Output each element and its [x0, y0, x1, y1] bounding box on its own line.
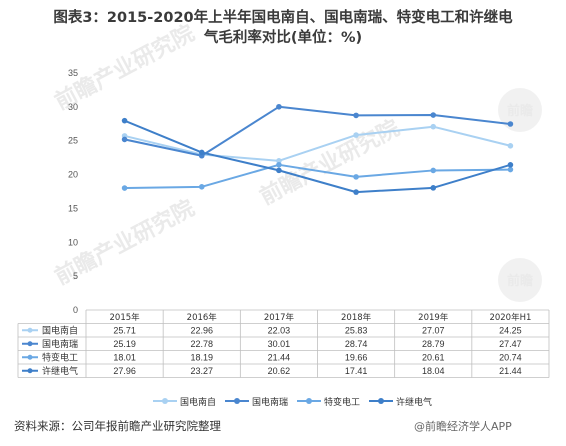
data-point [276, 158, 282, 164]
table-cell-value: 20.61 [422, 353, 445, 363]
table-row-label: 国电南自 [42, 325, 78, 337]
y-tick-label: 25 [68, 136, 78, 146]
y-tick-label: 10 [68, 237, 78, 247]
brand-note: @前瞻经济学人APP [414, 420, 512, 433]
table-cell-value: 27.96 [113, 366, 136, 376]
data-point [430, 112, 437, 118]
legend-label: 许继电气 [396, 397, 433, 408]
table-cell-value: 25.19 [113, 339, 136, 349]
x-category-label: 2020年H1 [489, 312, 531, 323]
data-table-grid [17, 309, 550, 378]
watermark-logo [498, 258, 542, 302]
x-category-label: 2016年 [187, 312, 218, 323]
table-cell-value: 18.04 [422, 366, 445, 376]
table-row-label: 国电南瑞 [42, 338, 78, 350]
legend-label: 国电南自 [180, 397, 217, 408]
data-point [507, 166, 514, 173]
legend-item: 国电南瑞 [225, 393, 288, 409]
table-cell-value: 24.25 [499, 326, 522, 336]
legend-swatch [153, 396, 177, 406]
data-point [430, 185, 437, 191]
legend-swatch [297, 396, 321, 406]
row-legend-dot [27, 368, 33, 374]
x-category-label: 2017年 [264, 312, 295, 323]
legend-item: 国电南自 [153, 393, 216, 409]
data-point [507, 162, 514, 168]
watermark-logo-text: 前瞻 [507, 273, 533, 289]
series-line [124, 105, 511, 157]
data-point [276, 167, 282, 174]
x-category-label: 2019年 [418, 312, 449, 323]
row-legend-dot [27, 354, 33, 360]
data-point [353, 132, 359, 138]
table-cell-value: 17.41 [345, 366, 368, 376]
data-point [198, 184, 205, 190]
data-point [276, 103, 282, 110]
chart-title-line2: 气毛利率对比(单位：%) [203, 30, 363, 46]
table-cell-value: 30.01 [268, 339, 291, 349]
y-tick-label: 15 [68, 203, 78, 213]
legend-item: 许继电气 [369, 393, 432, 409]
data-point [198, 149, 205, 156]
y-tick-label: 20 [68, 170, 78, 180]
y-tick-label: 5 [73, 271, 78, 281]
watermark-logo-text: 前瞻 [507, 103, 533, 119]
table-cell-value: 23.27 [190, 366, 213, 376]
row-legend-dot [27, 327, 33, 333]
table-cell-value: 22.03 [268, 326, 291, 336]
table-cell-value: 25.83 [345, 326, 368, 336]
data-point [430, 167, 437, 174]
legend-label: 特变电工 [324, 397, 361, 408]
series-line [124, 163, 511, 190]
data-point [353, 112, 359, 119]
series-line [124, 119, 511, 194]
table-row-label: 特变电工 [42, 352, 78, 364]
data-point [121, 117, 128, 124]
legend-swatch [225, 396, 249, 406]
data-point [353, 189, 359, 195]
data-point [507, 121, 514, 127]
data-point [430, 123, 437, 130]
data-point [507, 142, 514, 149]
y-tick-label: 30 [68, 102, 78, 112]
table-cell-value: 20.74 [499, 353, 522, 363]
chart-legend: 国电南自 国电南瑞 特变电工 许继电气 [0, 393, 566, 409]
legend-item: 特变电工 [297, 393, 360, 409]
chart-title: 图表3：2015-2020年上半年国电南自、国电南瑞、特变电工和许继电 气毛利率… [0, 8, 566, 48]
y-tick-label: 35 [68, 68, 78, 78]
chart-area: 前瞻产业研究院前瞻产业研究院前瞻产业研究院前瞻前瞻051015202530352… [17, 20, 550, 378]
table-cell-value: 20.62 [268, 366, 291, 376]
data-point [121, 185, 128, 191]
table-cell-value: 18.19 [190, 353, 213, 363]
table-cell-value: 21.44 [499, 366, 522, 376]
table-cell-value: 22.96 [190, 326, 213, 336]
data-point [353, 174, 359, 180]
row-legend-dot [27, 341, 33, 347]
table-cell-value: 21.44 [268, 353, 291, 363]
table-cell-value: 28.79 [422, 339, 445, 349]
data-point [276, 162, 282, 168]
y-tick-label: 0 [73, 305, 78, 315]
table-cell-value: 25.71 [113, 326, 136, 336]
x-category-label: 2018年 [341, 312, 372, 323]
source-note: 资料来源：公司年报前瞻产业研究院整理 [14, 419, 221, 433]
chart-title-line1: 图表3：2015-2020年上半年国电南自、国电南瑞、特变电工和许继电 [53, 10, 513, 26]
legend-swatch [369, 396, 393, 406]
legend-label: 国电南瑞 [252, 397, 289, 408]
x-category-label: 2015年 [110, 312, 141, 323]
data-point [121, 136, 128, 143]
table-cell-value: 27.07 [422, 326, 445, 336]
table-cell-value: 27.47 [499, 339, 522, 349]
table-cell-value: 19.66 [345, 353, 368, 363]
series-line [124, 125, 511, 162]
watermark-logo [498, 88, 542, 132]
table-cell-value: 22.78 [190, 339, 213, 349]
table-cell-value: 18.01 [113, 353, 136, 363]
table-cell-value: 28.74 [345, 339, 368, 349]
table-row-label: 许继电气 [42, 365, 78, 377]
